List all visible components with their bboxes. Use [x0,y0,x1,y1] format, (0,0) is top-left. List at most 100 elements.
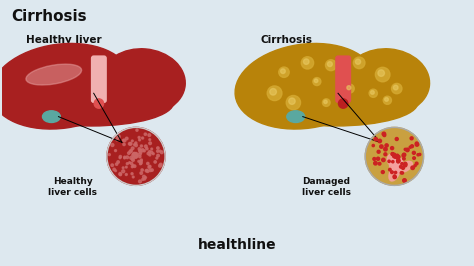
Circle shape [378,70,384,76]
Circle shape [135,156,137,157]
Circle shape [391,171,393,173]
Circle shape [415,142,418,145]
Circle shape [138,136,140,138]
Circle shape [156,157,158,159]
Circle shape [140,145,143,147]
Circle shape [154,161,156,163]
Circle shape [129,162,130,164]
Ellipse shape [392,158,403,168]
Circle shape [156,150,159,152]
Circle shape [385,98,388,101]
Circle shape [134,144,136,146]
Text: Healthy liver: Healthy liver [26,35,101,45]
Ellipse shape [26,64,82,85]
Circle shape [136,129,138,131]
Circle shape [117,137,119,140]
Circle shape [388,160,390,163]
Circle shape [371,91,374,94]
Circle shape [392,161,394,163]
Circle shape [134,155,136,157]
Circle shape [125,173,128,176]
Circle shape [397,155,400,158]
Circle shape [376,157,380,160]
Circle shape [415,143,419,146]
Circle shape [392,153,396,157]
Circle shape [140,149,142,151]
FancyBboxPatch shape [335,55,351,103]
Circle shape [382,158,385,162]
Circle shape [122,167,124,169]
Circle shape [145,177,146,178]
Circle shape [138,155,141,158]
Circle shape [133,152,136,155]
Circle shape [123,143,125,146]
Circle shape [146,169,148,171]
Circle shape [130,156,133,159]
Circle shape [403,179,406,182]
Circle shape [378,162,381,165]
Circle shape [111,164,114,167]
Circle shape [132,159,135,161]
Circle shape [414,165,416,167]
Circle shape [140,162,142,164]
FancyBboxPatch shape [91,55,107,103]
Circle shape [394,171,397,174]
Ellipse shape [9,79,173,126]
Circle shape [123,139,126,142]
Circle shape [403,163,407,167]
Circle shape [119,155,121,158]
Circle shape [383,96,392,104]
Circle shape [383,134,386,136]
Circle shape [391,152,394,156]
Circle shape [404,148,406,151]
Circle shape [132,156,135,159]
Circle shape [392,84,402,94]
Circle shape [136,155,138,157]
Circle shape [133,152,136,155]
Circle shape [135,144,137,147]
Circle shape [145,169,147,172]
Circle shape [138,180,141,183]
Circle shape [150,151,153,154]
Circle shape [119,173,121,176]
Text: Healthy
liver cells: Healthy liver cells [48,177,97,197]
Circle shape [338,99,348,108]
Circle shape [353,57,365,69]
Circle shape [143,175,146,178]
Circle shape [152,153,154,155]
Ellipse shape [43,111,60,122]
Circle shape [133,165,136,168]
Circle shape [375,67,390,82]
Circle shape [413,157,415,159]
Circle shape [132,158,134,160]
Circle shape [400,165,402,168]
Circle shape [135,153,137,155]
Circle shape [267,86,282,101]
Circle shape [132,154,134,156]
Circle shape [303,59,309,64]
Circle shape [131,166,133,168]
Circle shape [411,166,414,169]
Ellipse shape [101,49,185,114]
Circle shape [391,147,393,150]
Circle shape [131,173,133,175]
Circle shape [143,150,146,152]
Circle shape [126,163,128,165]
Text: Damaged
liver cells: Damaged liver cells [302,177,351,197]
Circle shape [157,154,159,157]
Circle shape [117,135,120,138]
Circle shape [144,178,146,180]
Circle shape [148,134,151,136]
Circle shape [141,169,143,171]
Circle shape [126,166,127,168]
Circle shape [322,99,330,106]
Circle shape [149,142,152,145]
Circle shape [113,168,115,171]
Ellipse shape [390,156,402,173]
Circle shape [149,154,151,156]
Circle shape [126,137,128,140]
Circle shape [136,155,138,156]
Circle shape [378,139,382,143]
Circle shape [135,152,137,155]
Circle shape [324,100,327,103]
